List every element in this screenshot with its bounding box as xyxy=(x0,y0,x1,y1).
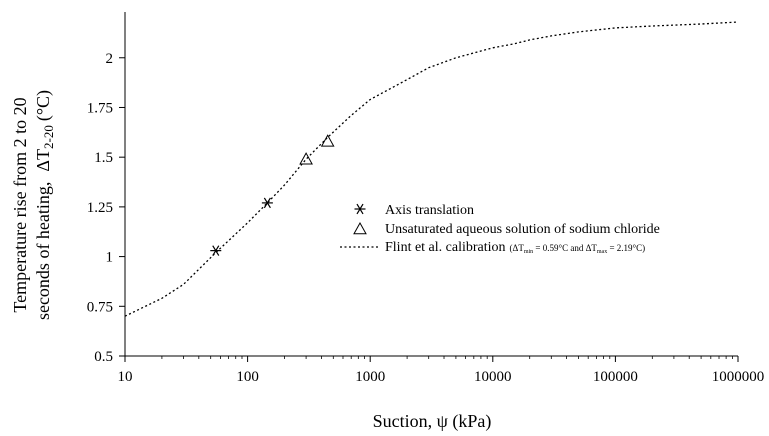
legend-note-max-sub: max xyxy=(597,249,607,255)
asterisk-stroke xyxy=(356,203,364,215)
legend-triangle-icon xyxy=(353,221,367,235)
legend-triangle-mark xyxy=(353,221,367,235)
y-ticks: 0.5 0.75 1 1.25 1.5 1.75 2 xyxy=(87,51,125,365)
legend-flint-name: Flint et al. calibration xyxy=(385,240,506,255)
y-axis-title-line2: seconds of heating, ΔT2-20 (°C) xyxy=(33,90,56,320)
legend-asterisk-icon xyxy=(354,203,366,215)
y-axis-title: Temperature rise from 2 to 20 seconds of… xyxy=(10,90,56,320)
calibration-curve xyxy=(124,21,739,317)
sodium-chloride-point xyxy=(320,134,335,147)
x-axis-title: Suction, ψ (kPa) xyxy=(373,411,492,432)
y-tick-label: 1.75 xyxy=(87,100,113,116)
y-axis-title-prefix: seconds of heating, xyxy=(33,182,53,320)
x-tick-label: 100 xyxy=(236,369,259,385)
y-tick-label: 1.25 xyxy=(87,200,113,216)
sodium-chloride-point xyxy=(299,152,313,165)
y-axis-title-subscript: 2-20 xyxy=(41,125,56,149)
asterisk-stroke xyxy=(263,197,271,209)
axis-translation-point xyxy=(210,245,222,256)
x-tick-label: 1000 xyxy=(355,369,385,385)
y-tick-label: 1.5 xyxy=(94,150,113,166)
axes xyxy=(124,12,738,357)
x-tick-label: 100000 xyxy=(593,369,638,385)
legend-label-sodium-chloride: Unsaturated aqueous solution of sodium c… xyxy=(385,222,660,237)
y-axis-title-unit: (°C) xyxy=(33,90,54,121)
asterisk-stroke xyxy=(212,245,220,256)
data-markers xyxy=(210,134,335,256)
x-tick-label: 1000000 xyxy=(712,369,765,385)
legend-note-open: (ΔT xyxy=(510,243,525,253)
y-axis-title-line1: Temperature rise from 2 to 20 xyxy=(10,97,30,312)
y-tick-label: 0.5 xyxy=(94,349,113,365)
x-tick-label: 10 xyxy=(118,369,133,385)
y-axis-title-symbol: ΔT xyxy=(33,149,53,172)
axis-translation-point xyxy=(261,197,273,209)
y-tick-label: 0.75 xyxy=(87,299,113,315)
calibration-line xyxy=(124,21,739,317)
legend-label-flint-calibration: Flint et al. calibration (ΔTmin = 0.59°C … xyxy=(385,240,645,255)
x-ticks: 10 100 1000 10000 100000 1000000 xyxy=(118,356,765,385)
legend-note-close: = 2.19°C) xyxy=(607,243,645,253)
legend-note-min-sub: min xyxy=(524,249,533,255)
legend-note-mid: = 0.59°C and ΔT xyxy=(533,243,597,253)
legend-asterisk-mark xyxy=(354,203,366,215)
y-tick-label: 2 xyxy=(106,51,114,67)
legend-label-axis-translation: Axis translation xyxy=(385,203,474,218)
y-tick-label: 1 xyxy=(106,250,114,266)
x-tick-label: 10000 xyxy=(474,369,512,385)
legend: Axis translation Unsaturated aqueous sol… xyxy=(340,203,660,255)
